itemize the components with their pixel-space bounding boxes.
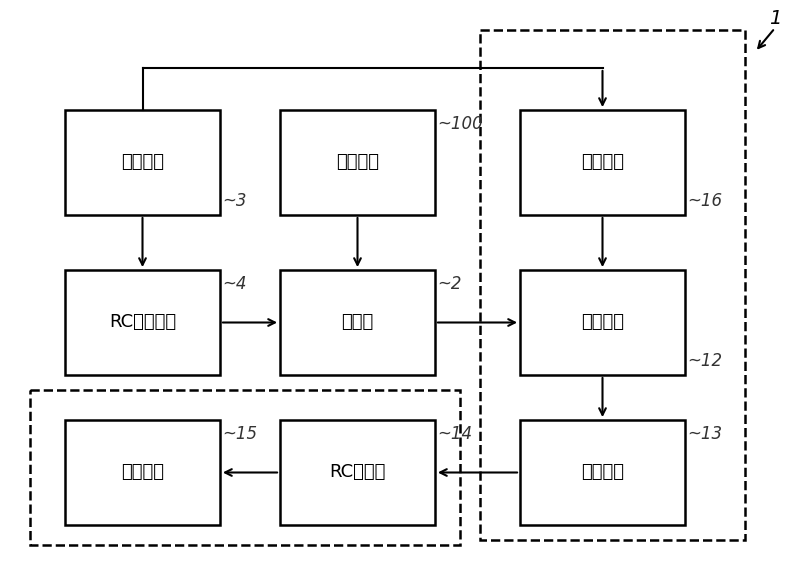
Text: 1: 1 [769, 8, 781, 28]
Text: ~100: ~100 [437, 115, 482, 133]
Text: 比较器: 比较器 [342, 314, 374, 332]
Bar [65, 270, 220, 375]
Text: ~16: ~16 [687, 192, 722, 210]
Bar [520, 420, 685, 525]
Text: ~3: ~3 [222, 192, 246, 210]
Text: 捕捉单元: 捕捉单元 [581, 314, 624, 332]
Text: 开关电路: 开关电路 [121, 153, 164, 171]
Text: ~13: ~13 [687, 425, 722, 443]
Text: RC充放电路: RC充放电路 [109, 314, 176, 332]
Text: ~14: ~14 [437, 425, 472, 443]
Bar [480, 30, 745, 540]
Text: ~2: ~2 [437, 275, 462, 293]
Bar [280, 270, 435, 375]
Bar [280, 420, 435, 525]
Text: 待测电压: 待测电压 [336, 153, 379, 171]
Text: 计算单元: 计算单元 [581, 464, 624, 482]
Text: ~15: ~15 [222, 425, 257, 443]
Bar [520, 110, 685, 215]
Bar [65, 420, 220, 525]
Text: RC指数表: RC指数表 [330, 464, 386, 482]
Text: ~12: ~12 [687, 352, 722, 370]
Text: ~4: ~4 [222, 275, 246, 293]
Text: 计数单元: 计数单元 [581, 153, 624, 171]
Bar [30, 390, 460, 545]
Bar [65, 110, 220, 215]
Text: 储存单元: 储存单元 [121, 464, 164, 482]
Bar [520, 270, 685, 375]
Bar [280, 110, 435, 215]
